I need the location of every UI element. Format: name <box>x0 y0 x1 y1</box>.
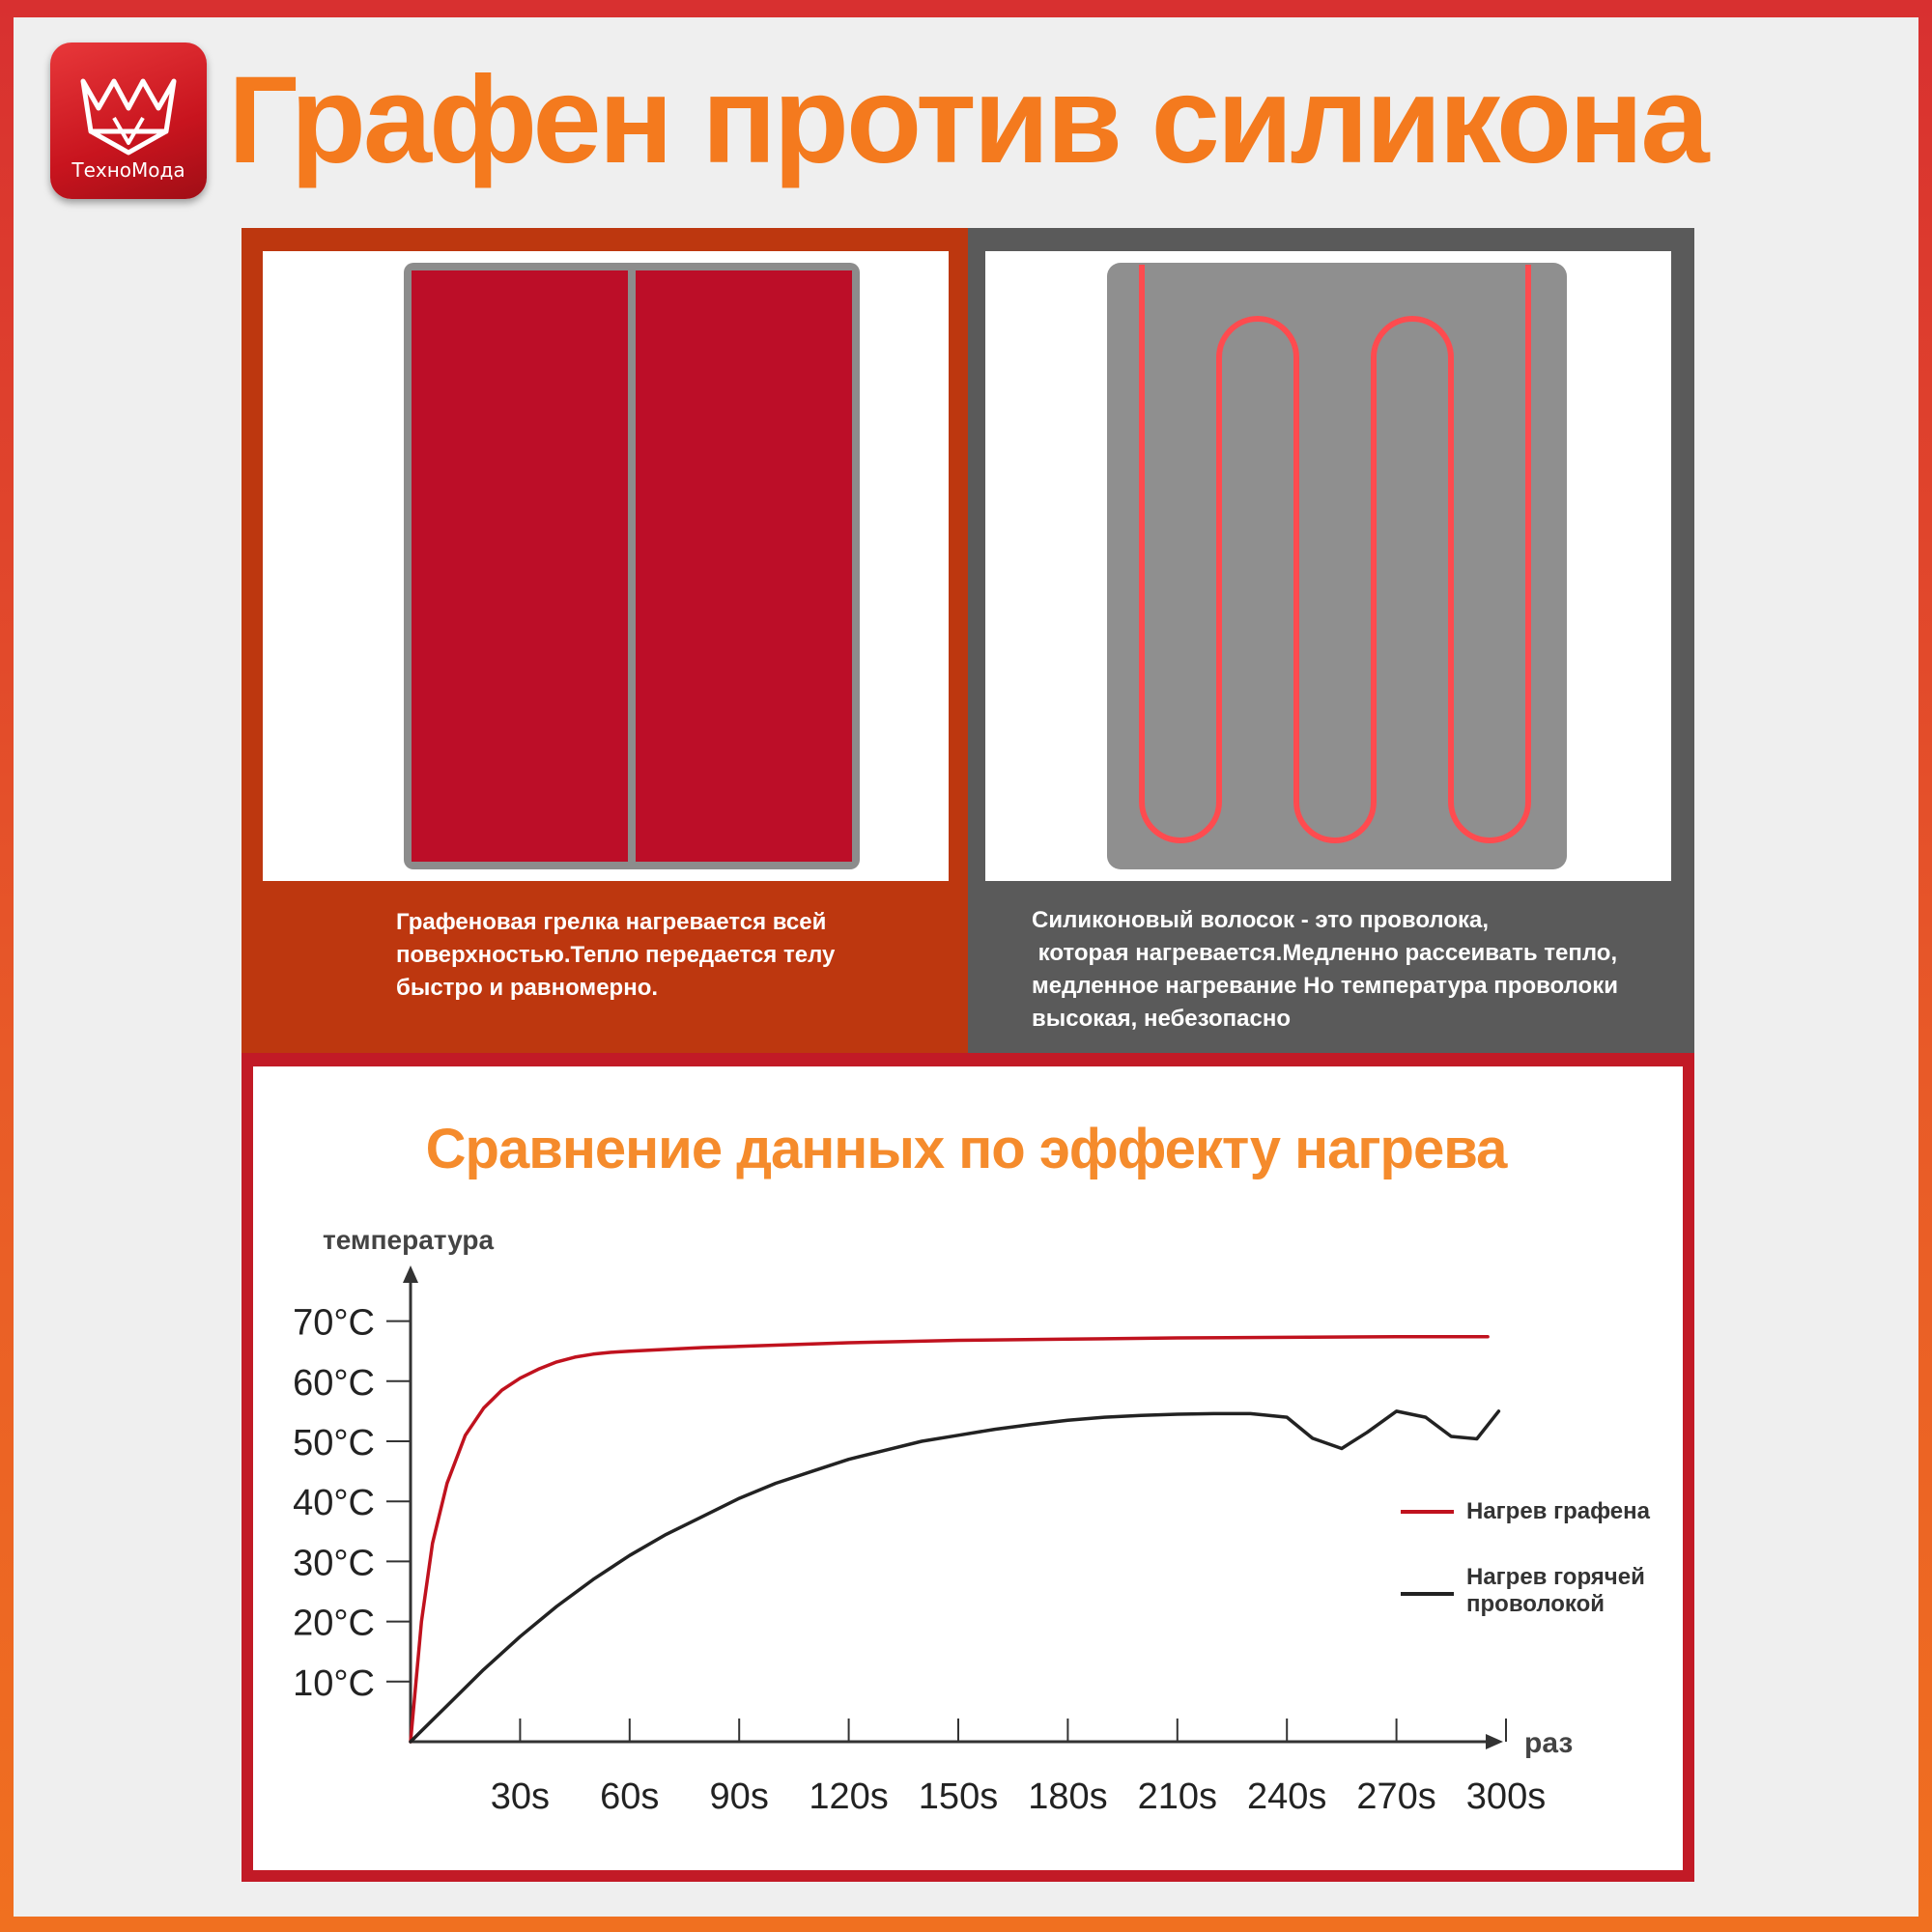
silicone-caption-line: высокая, небезопасно <box>1032 1006 1291 1032</box>
legend-label-graphene: Нагрев графена <box>1466 1498 1651 1524</box>
y-tick-label: 50°C <box>293 1423 375 1463</box>
page-title: Графен против силикона <box>228 51 1710 189</box>
y-tick-label: 10°C <box>293 1663 375 1704</box>
x-tick-label: 90s <box>710 1776 769 1817</box>
graphene-caption-line: Графеновая грелка нагревается всей <box>396 909 827 935</box>
y-tick-label: 40°C <box>293 1483 375 1523</box>
x-tick-label: 210s <box>1138 1776 1217 1817</box>
chart-frame <box>242 1053 1694 1882</box>
brand-logo: ТехноМода <box>50 43 207 199</box>
series-line-1 <box>409 1335 1490 1744</box>
x-tick-label: 30s <box>491 1776 550 1817</box>
graphene-caption-line: поверхностью.Тепло передается телу <box>396 942 836 968</box>
graphene-caption: Графеновая грелка нагревается всей повер… <box>396 906 937 1005</box>
silicone-caption-line: которая нагревается.Медленно рассеивать … <box>1032 940 1618 966</box>
legend-label-wire: Нагрев горячей проволокой <box>1466 1564 1645 1617</box>
graphene-panel: Графеновая грелка нагревается всей повер… <box>242 228 968 1053</box>
y-axis-arrow <box>403 1265 418 1283</box>
silicone-caption: Силиконовый волосок - это проволока, кот… <box>1032 904 1679 1036</box>
y-tick-label: 30°C <box>293 1543 375 1583</box>
graphene-heating-film-right <box>636 270 852 862</box>
x-tick-label: 120s <box>809 1776 888 1817</box>
chart-title: Сравнение данных по эффекту нагрева <box>425 1118 1508 1180</box>
y-tick-label: 70°C <box>293 1303 375 1344</box>
graphene-caption-line: быстро и равномерно. <box>396 975 659 1001</box>
silicone-caption-line: медленное нагревание Но температура пров… <box>1032 973 1618 999</box>
x-tick-label: 240s <box>1247 1776 1326 1817</box>
silicone-caption-line: Силиконовый волосок - это проволока, <box>1032 907 1490 933</box>
heating-wire <box>1139 265 1531 843</box>
x-tick-label: 270s <box>1356 1776 1435 1817</box>
graphene-heating-film-left <box>412 270 628 862</box>
brand-name: ТехноМода <box>71 158 185 182</box>
silicone-illustration <box>985 251 1671 881</box>
graphene-illustration <box>263 251 949 881</box>
y-tick-label: 60°C <box>293 1363 375 1404</box>
x-tick-label: 60s <box>600 1776 659 1817</box>
series-line-2 <box>409 1409 1501 1744</box>
crown-icon <box>80 78 177 156</box>
y-tick-label: 20°C <box>293 1604 375 1644</box>
y-axis-label: температура <box>323 1225 495 1255</box>
x-tick-label: 300s <box>1466 1776 1546 1817</box>
x-axis-label: раз <box>1524 1727 1573 1759</box>
x-tick-label: 150s <box>919 1776 998 1817</box>
silicone-panel: Силиконовый волосок - это проволока, кот… <box>968 228 1694 1053</box>
chart-area <box>253 1066 1683 1870</box>
x-axis-arrow <box>1486 1734 1503 1749</box>
x-tick-label: 180s <box>1028 1776 1107 1817</box>
